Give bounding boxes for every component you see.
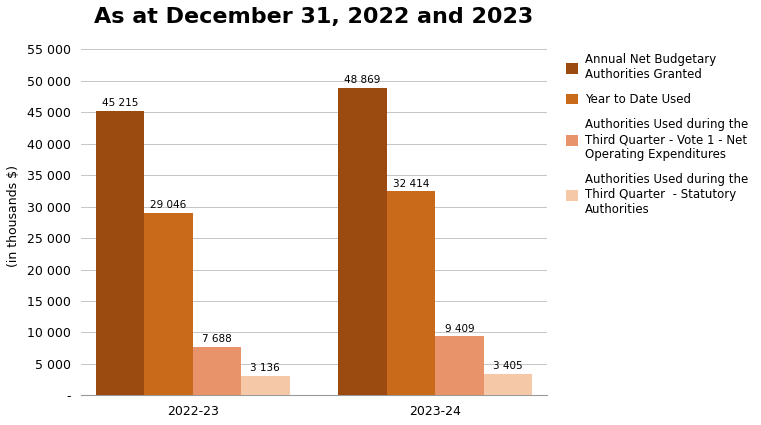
Text: 9 409: 9 409 xyxy=(444,324,474,334)
Bar xyxy=(241,376,290,395)
Bar xyxy=(484,374,532,395)
Text: 3 136: 3 136 xyxy=(250,363,280,373)
Bar xyxy=(144,212,193,395)
Text: 32 414: 32 414 xyxy=(393,179,429,189)
Legend: Annual Net Budgetary
Authorities Granted, Year to Date Used, Authorities Used du: Annual Net Budgetary Authorities Granted… xyxy=(562,50,752,219)
Title: As at December 31, 2022 and 2023: As at December 31, 2022 and 2023 xyxy=(94,7,533,27)
Text: 48 869: 48 869 xyxy=(344,76,380,85)
Bar xyxy=(435,336,484,395)
Bar xyxy=(387,192,435,395)
Text: 3 405: 3 405 xyxy=(493,361,523,371)
Text: 45 215: 45 215 xyxy=(102,99,138,108)
Bar xyxy=(338,88,387,395)
Text: 29 046: 29 046 xyxy=(150,200,186,210)
Bar xyxy=(193,347,241,395)
Text: 7 688: 7 688 xyxy=(202,334,231,345)
Bar xyxy=(96,111,144,395)
Y-axis label: (in thousands $): (in thousands $) xyxy=(7,165,20,267)
